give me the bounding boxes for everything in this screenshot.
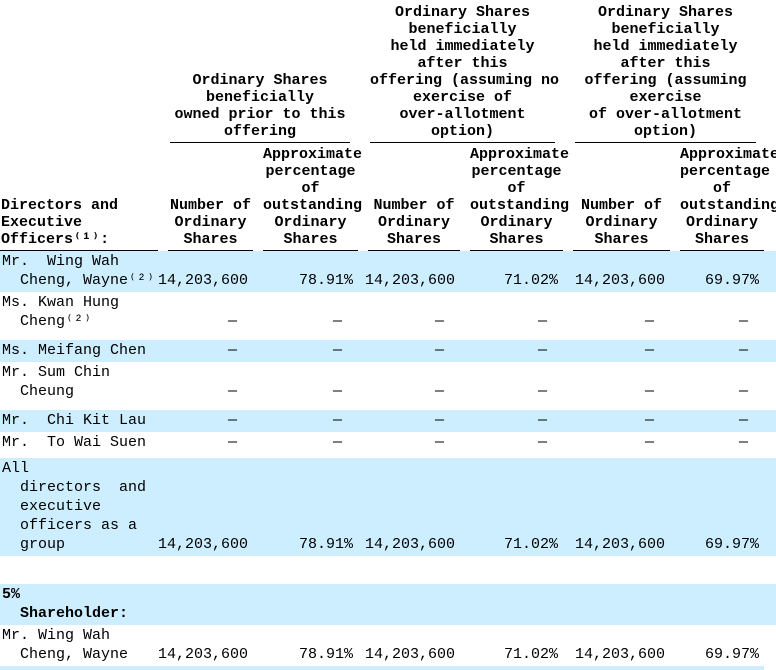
shareholder-name: Mr. Chi Kit Lau <box>2 412 147 429</box>
shares-value: — <box>434 412 444 429</box>
shares-value: — <box>644 383 654 400</box>
percent-value: 71.02% <box>503 646 558 663</box>
percent-value: — <box>738 313 748 330</box>
shares-value: — <box>227 313 237 330</box>
shares-value: 14,203,600 <box>574 272 665 289</box>
percent-value: — <box>537 342 547 359</box>
subheader-percentage-2: Approximate percentage of outstanding Or… <box>470 146 569 251</box>
table-row-group-total: All directors and executive officers as … <box>0 458 776 556</box>
shares-value: — <box>434 383 444 400</box>
shares-value: — <box>434 342 444 359</box>
shares-value: — <box>434 313 444 330</box>
shares-value: 14,203,600 <box>158 272 249 289</box>
table-row: Mr. Chi Kit Lau — — — — — — <box>0 410 776 432</box>
shares-value: — <box>227 342 237 359</box>
percent-value: — <box>537 434 547 451</box>
percent-value: 71.02% <box>503 272 558 289</box>
percent-value: — <box>537 383 547 400</box>
shares-value: — <box>434 434 444 451</box>
percent-value: — <box>537 412 547 429</box>
table-row: Mr. Sum Chin Cheung — — — — — — <box>0 362 776 410</box>
shares-value: — <box>644 313 654 330</box>
table-row: Ms. Kwan Hung Cheng⁽²⁾ — — — — — — <box>0 292 776 340</box>
percent-value: 78.91% <box>298 272 353 289</box>
shares-value: — <box>644 412 654 429</box>
shares-value: 14,203,600 <box>364 646 455 663</box>
shares-value: 14,203,600 <box>364 536 455 553</box>
table-row: Mr. Wing Wah Cheng, Wayne⁽²⁾ 14,203,600 … <box>0 251 776 292</box>
table-row: Mr. To Wai Suen — — — — — — <box>0 432 776 458</box>
subheader-percentage-1: Approximate percentage of outstanding Or… <box>263 146 362 251</box>
percent-value: — <box>738 412 748 429</box>
col-group-after-offering-no-overallotment: Ordinary Shares beneficially held immedi… <box>370 4 559 143</box>
shareholder-name: All directors and executive officers as … <box>2 460 147 553</box>
column-group-header-row: Ordinary Shares beneficially owned prior… <box>0 4 776 143</box>
section-header-row: 5% Shareholder: <box>0 584 776 625</box>
subheader-number-of-shares-3: Number of Ordinary Shares <box>573 197 670 251</box>
subheader-number-of-shares-1: Number of Ordinary Shares <box>168 197 253 251</box>
shares-value: — <box>644 434 654 451</box>
percent-value: 71.02% <box>503 536 558 553</box>
subheader-percentage-3: Approximate percentage of outstanding Or… <box>680 146 776 251</box>
shares-value: 14,203,600 <box>364 272 455 289</box>
col-group-after-offering-with-overallotment: Ordinary Shares beneficially held immedi… <box>575 4 756 143</box>
percent-value: — <box>332 383 342 400</box>
percent-value: — <box>738 434 748 451</box>
shares-value: 14,203,600 <box>574 536 665 553</box>
percent-value: — <box>332 342 342 359</box>
shareholder-name: Mr. Sum Chin Cheung <box>2 364 111 400</box>
shares-value: — <box>227 383 237 400</box>
percent-value: 78.91% <box>298 536 353 553</box>
shares-value: 14,203,600 <box>158 536 249 553</box>
shareholder-name: Ms. Kwan Hung Cheng⁽²⁾ <box>2 294 120 330</box>
row-group-header-directors: Directors and Executive Officers⁽¹⁾: <box>0 197 158 251</box>
shares-value: 14,203,600 <box>574 646 665 663</box>
percent-value: — <box>332 313 342 330</box>
shareholder-name: Mr. Wing Wah Cheng, Wayne⁽²⁾ <box>2 253 156 289</box>
percent-value: — <box>738 342 748 359</box>
row-spacer <box>0 556 776 584</box>
percent-value: 69.97% <box>704 646 759 663</box>
shares-value: — <box>227 412 237 429</box>
table-row: Ms. Meifang Chen — — — — — — <box>0 340 776 362</box>
section-header-label: 5% Shareholder: <box>2 586 129 622</box>
col-group-prior-offering: Ordinary Shares beneficially owned prior… <box>170 72 350 143</box>
percent-value: — <box>537 313 547 330</box>
shareholder-name: Mr. To Wai Suen <box>2 434 147 451</box>
subheader-number-of-shares-2: Number of Ordinary Shares <box>368 197 460 251</box>
shareholder-name: Ms. Meifang Chen <box>2 342 147 359</box>
percent-value: 78.91% <box>298 646 353 663</box>
percent-value: 69.97% <box>704 272 759 289</box>
shares-value: 14,203,600 <box>158 646 249 663</box>
next-row-partial-band <box>0 666 764 670</box>
percent-value: — <box>738 383 748 400</box>
shares-value: — <box>644 342 654 359</box>
percent-value: — <box>332 412 342 429</box>
shareholder-name: Mr. Wing Wah Cheng, Wayne <box>2 627 129 663</box>
shares-value: — <box>227 434 237 451</box>
table-row: Mr. Wing Wah Cheng, Wayne 14,203,600 78.… <box>0 625 776 666</box>
column-subheader-row: Directors and Executive Officers⁽¹⁾: Num… <box>0 146 776 251</box>
percent-value: — <box>332 434 342 451</box>
percent-value: 69.97% <box>704 536 759 553</box>
